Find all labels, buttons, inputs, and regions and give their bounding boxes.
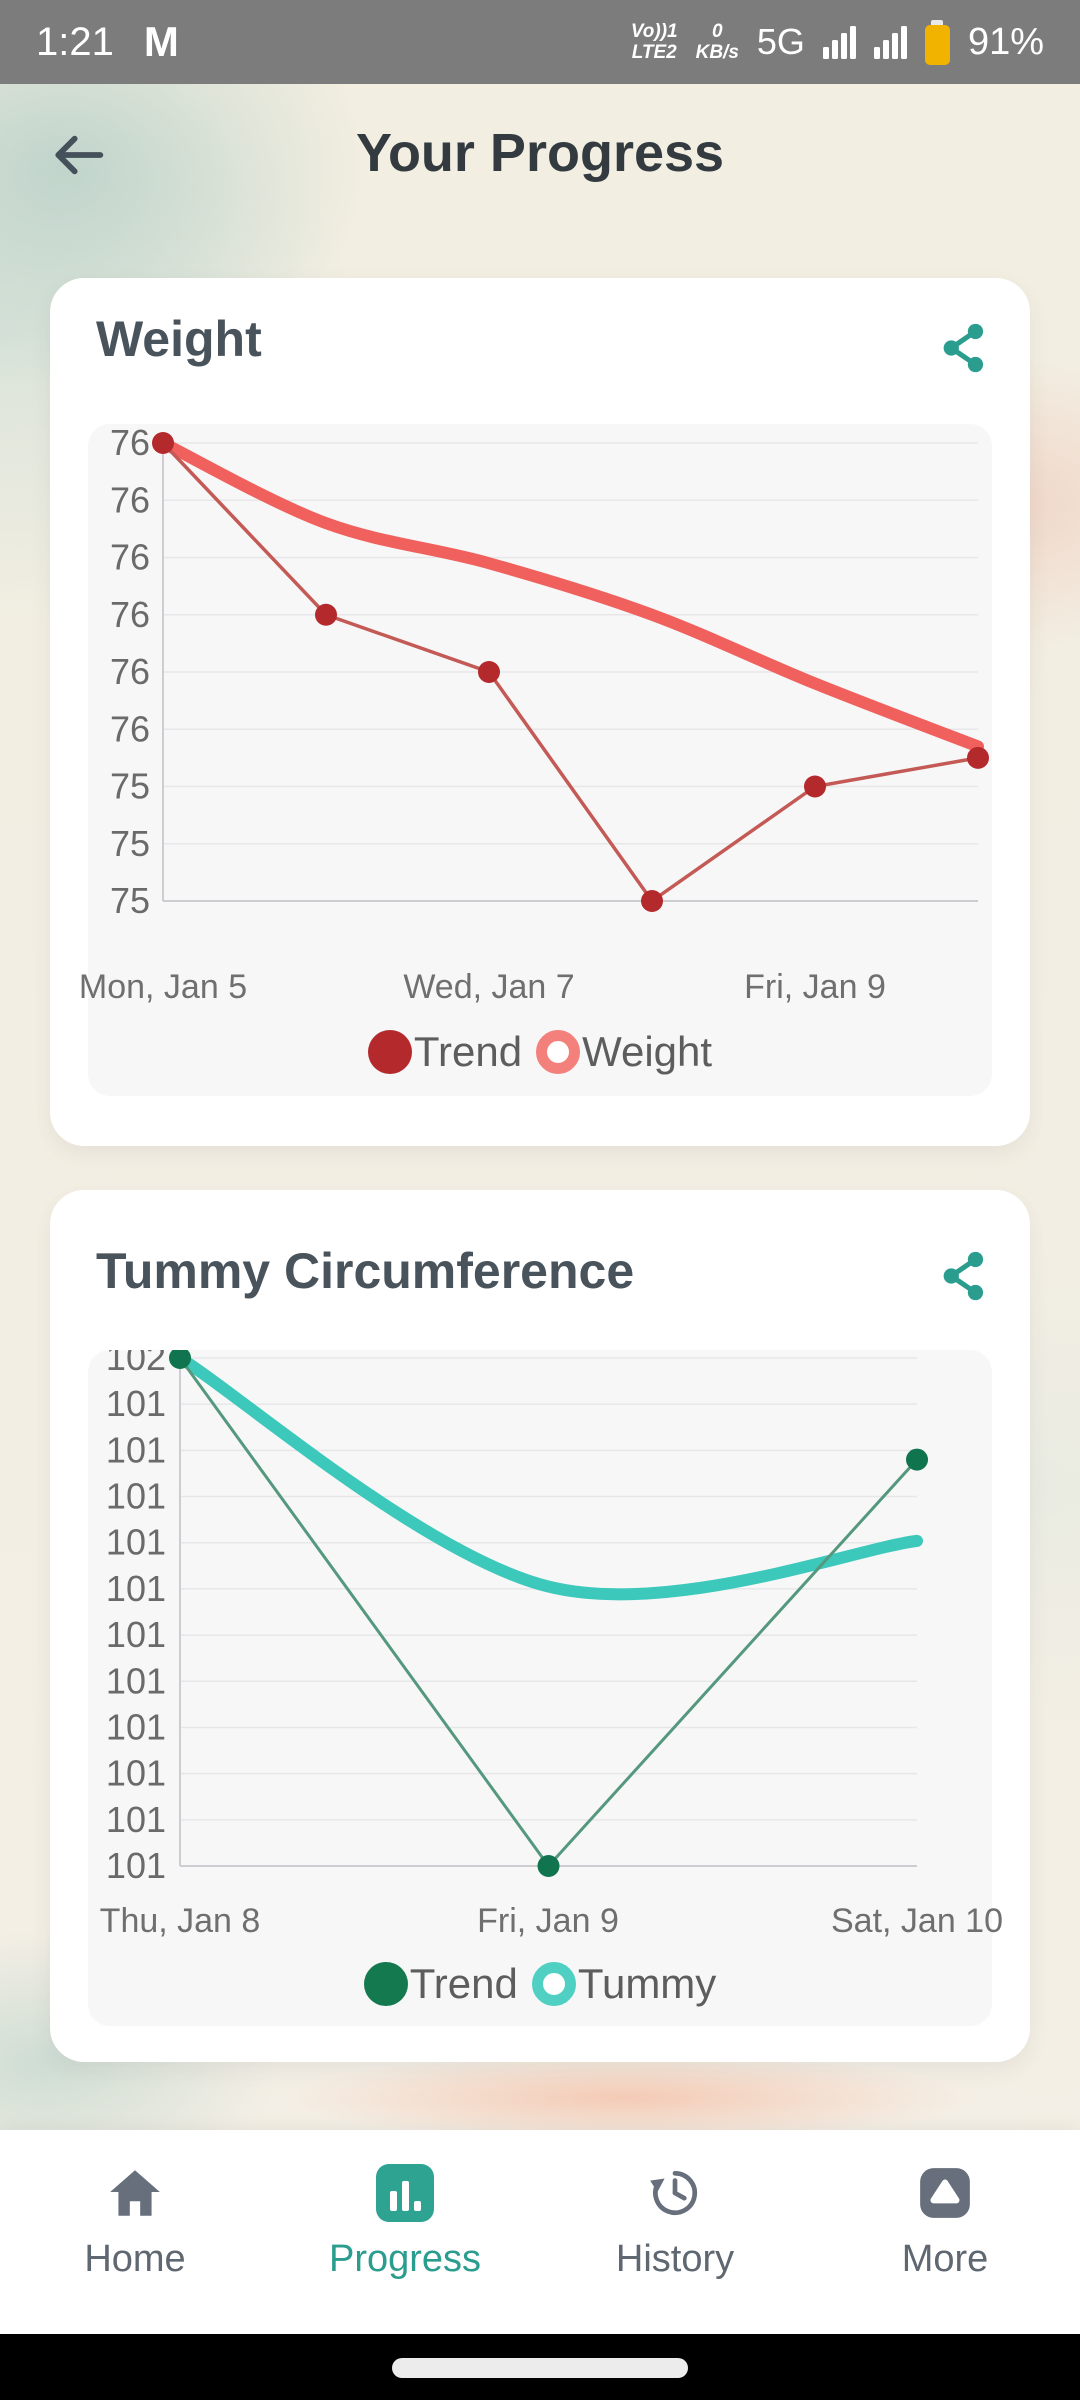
x-axis-label: Sat, Jan 10 (830, 1902, 1004, 1940)
svg-text:101: 101 (106, 1383, 166, 1424)
page-title: Your Progress (355, 123, 725, 183)
nav-label-history: History (615, 2238, 735, 2280)
legend-label: Weight (582, 1028, 713, 1075)
svg-text:76: 76 (110, 594, 150, 635)
legend-item-weight: Weight (536, 1028, 712, 1076)
data-rate-unit: KB/s (695, 42, 739, 63)
tummy-marker-icon (531, 1962, 576, 2006)
volte-line1: Vo))1 (630, 21, 678, 42)
tummy-x-axis: Thu, Jan 8 Fri, Jan 9 Sat, Jan 10 (88, 1902, 1003, 1946)
progress-chart-icon (376, 2164, 434, 2222)
status-left: 1:21 M (36, 18, 179, 66)
weight-card: Weight 76 76 76 76 76 76 75 75 75 Mon, Jan 5 Wed… (50, 278, 1030, 1146)
data-rate-value: 0 (711, 21, 723, 42)
signal-bars-icon-2 (873, 25, 907, 59)
nav-item-history[interactable]: History (540, 2130, 810, 2334)
svg-text:101: 101 (106, 1706, 166, 1747)
x-axis-label: Wed, Jan 7 (403, 968, 575, 1006)
share-icon (943, 323, 984, 373)
more-eject-icon (920, 2168, 970, 2218)
svg-text:76: 76 (110, 651, 150, 692)
legend-label: Trend (409, 1960, 518, 2007)
tummy-card-title: Tummy Circumference (96, 1243, 635, 1299)
weight-card-title: Weight (96, 311, 262, 367)
nav-label-more: More (901, 2238, 989, 2280)
svg-text:75: 75 (110, 766, 150, 807)
back-button[interactable] (42, 120, 112, 190)
signal-bars-icon-1 (822, 25, 856, 59)
svg-text:101: 101 (106, 1522, 166, 1563)
tummy-chart-plot: 102 101 101 101 101 101 101 101 101 101 101 101 (106, 1350, 928, 1880)
weight-marker-icon (536, 1030, 581, 1074)
svg-text:101: 101 (106, 1429, 166, 1470)
legend-item-trend: Trend (367, 1028, 523, 1076)
volte-line2: LTE2 (631, 42, 677, 63)
x-axis-label: Mon, Jan 5 (78, 968, 248, 1006)
svg-text:101: 101 (106, 1660, 166, 1701)
svg-text:101: 101 (106, 1614, 166, 1655)
svg-text:102: 102 (106, 1350, 166, 1378)
tummy-share-button[interactable] (936, 1248, 992, 1304)
svg-text:101: 101 (106, 1476, 166, 1517)
legend-label: Trend (413, 1028, 523, 1075)
svg-text:76: 76 (110, 537, 150, 578)
data-rate-indicator: 0 KB/s (696, 21, 739, 63)
weight-legend: Trend Weight (88, 1028, 992, 1076)
legend-item-tummy: Tummy (531, 1960, 717, 2008)
status-right: Vo))1 LTE2 0 KB/s 5G 91% (631, 19, 1044, 65)
legend-item-trend: Trend (363, 1960, 518, 2008)
legend-label: Tummy (577, 1960, 717, 2007)
svg-text:76: 76 (110, 479, 150, 520)
clock: 1:21 (36, 19, 114, 64)
history-clock-icon (650, 2170, 698, 2215)
svg-text:75: 75 (110, 880, 150, 921)
trend-marker-icon (363, 1962, 408, 2006)
svg-text:101: 101 (106, 1845, 166, 1880)
volte-icon: Vo))1 LTE2 (631, 21, 678, 63)
tummy-card: Tummy Circumference 102 101 101 101 101 101 10… (50, 1190, 1030, 2062)
nav-item-progress[interactable]: Progress (270, 2130, 540, 2334)
tummy-legend: Trend Tummy (88, 1960, 992, 2008)
status-bar: 1:21 M Vo))1 LTE2 0 KB/s 5G 91% (0, 0, 1080, 84)
bottom-nav: Home Progress History More (0, 2130, 1080, 2334)
gesture-bar (0, 2334, 1080, 2400)
battery-percent: 91% (967, 20, 1044, 63)
weight-chart-panel[interactable]: 76 76 76 76 76 76 75 75 75 Mon, Jan 5 Wed, Jan 7… (79, 424, 992, 1096)
svg-text:76: 76 (110, 708, 150, 749)
network-type-label: 5G (756, 21, 805, 62)
back-arrow-icon (55, 135, 104, 175)
svg-text:101: 101 (106, 1753, 166, 1794)
tummy-chart-panel[interactable]: 102 101 101 101 101 101 101 101 101 101 101 101 Thu… (88, 1350, 1003, 2026)
svg-text:101: 101 (106, 1568, 166, 1609)
weight-share-button[interactable] (936, 320, 992, 376)
battery-icon (924, 19, 950, 65)
x-axis-label: Thu, Jan 8 (99, 1902, 261, 1940)
home-icon (110, 2170, 160, 2216)
gmail-notification-icon: M (143, 18, 179, 65)
nav-item-more[interactable]: More (810, 2130, 1080, 2334)
weight-x-axis: Mon, Jan 5 Wed, Jan 7 Fri, Jan 9 (79, 968, 992, 1012)
svg-text:75: 75 (110, 823, 150, 864)
gesture-handle[interactable] (392, 2358, 688, 2378)
trend-marker-icon (367, 1030, 412, 1074)
nav-item-home[interactable]: Home (0, 2130, 270, 2334)
x-axis-label: Fri, Jan 9 (477, 1902, 619, 1940)
weight-chart-plot: 76 76 76 76 76 76 75 75 75 (110, 424, 989, 921)
x-axis-label: Fri, Jan 9 (744, 968, 886, 1006)
svg-text:101: 101 (106, 1799, 166, 1840)
svg-text:76: 76 (110, 424, 150, 463)
nav-label-home: Home (84, 2238, 186, 2280)
share-icon (943, 1251, 984, 1301)
nav-label-progress: Progress (328, 2238, 482, 2280)
